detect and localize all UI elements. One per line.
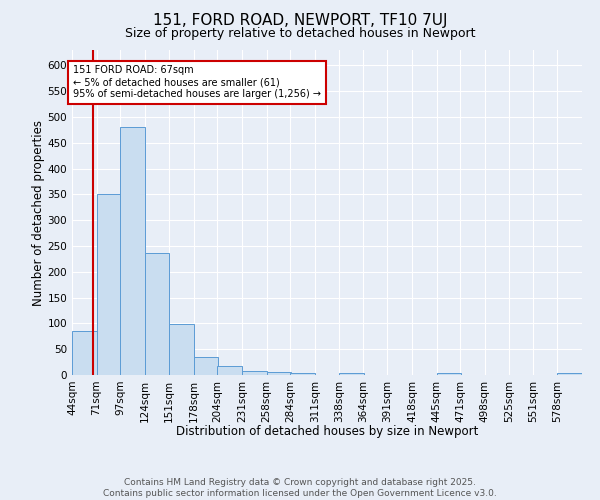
Bar (217, 366, 242, 375)
Text: Contains HM Land Registry data © Crown copyright and database right 2025.
Contai: Contains HM Land Registry data © Crown c… (103, 478, 497, 498)
Text: Size of property relative to detached houses in Newport: Size of property relative to detached ho… (125, 28, 475, 40)
Bar (145, 252, 169, 375)
Text: 151, FORD ROAD, NEWPORT, TF10 7UJ: 151, FORD ROAD, NEWPORT, TF10 7UJ (153, 12, 447, 28)
Y-axis label: Number of detached properties: Number of detached properties (32, 120, 44, 306)
Bar (242, 372, 266, 375)
Bar (290, 373, 315, 375)
X-axis label: Distribution of detached houses by size in Newport: Distribution of detached houses by size … (176, 425, 478, 438)
Bar (169, 324, 194, 375)
Bar (557, 373, 582, 375)
Bar (194, 357, 218, 375)
Bar (437, 373, 461, 375)
Bar (120, 128, 145, 375)
Bar (339, 373, 364, 375)
Bar (97, 194, 121, 375)
Text: 151 FORD ROAD: 67sqm
← 5% of detached houses are smaller (61)
95% of semi-detach: 151 FORD ROAD: 67sqm ← 5% of detached ho… (73, 66, 321, 98)
Bar (266, 372, 291, 375)
Bar (72, 331, 97, 375)
